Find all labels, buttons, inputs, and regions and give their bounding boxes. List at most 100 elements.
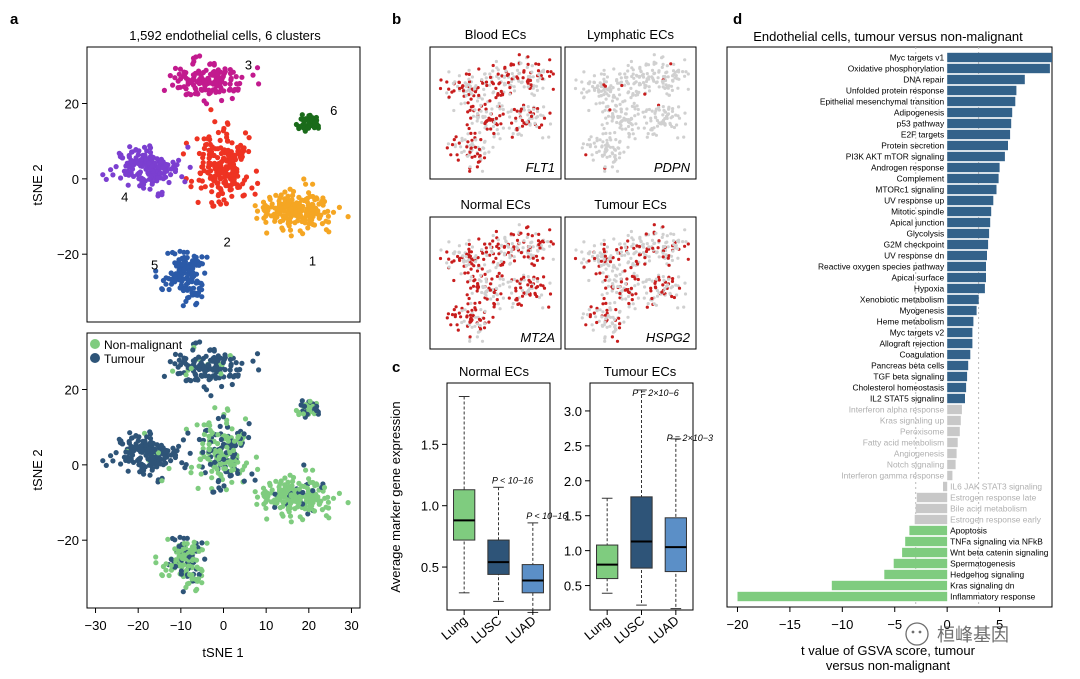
feature-tile-title: Lymphatic ECs — [587, 27, 674, 42]
tsne-point — [196, 463, 202, 469]
feature-point — [654, 116, 658, 120]
tsne-point — [280, 503, 286, 509]
gsva-x-axis: −20 −15 −10 −5 0 5 — [726, 607, 1003, 632]
feature-point — [526, 85, 530, 89]
tsne-point — [200, 155, 206, 161]
feature-point — [626, 239, 630, 243]
tsne-point — [229, 193, 235, 199]
tsne-point — [195, 91, 201, 97]
feature-point — [672, 125, 677, 130]
gsva-bar — [947, 316, 974, 327]
tsne-bottom-xlabel: tSNE 1 — [202, 645, 243, 660]
feature-point — [540, 247, 545, 251]
feature-point — [478, 157, 483, 161]
feature-point — [498, 277, 502, 281]
feature-point — [603, 165, 607, 169]
feature-point — [676, 136, 680, 140]
feature-point — [509, 249, 514, 254]
gsva-bar-label: Inflammatory response — [950, 592, 1036, 602]
tsne-point — [157, 170, 163, 176]
feature-point — [465, 315, 469, 319]
feature-point — [477, 263, 481, 267]
feature-point — [657, 108, 661, 112]
tsne-point — [181, 276, 187, 282]
feature-point — [663, 244, 667, 249]
tsne-point — [301, 462, 307, 468]
feature-point — [589, 135, 593, 139]
tsne-point — [183, 372, 189, 378]
feature-point — [647, 89, 652, 93]
tsne-point — [306, 221, 312, 227]
feature-point — [616, 114, 620, 119]
feature-point — [601, 271, 605, 275]
feature-point — [464, 242, 468, 246]
x-tick-label: 0 — [944, 617, 951, 632]
feature-tile-gene: PDPN — [654, 160, 691, 175]
tsne-point — [330, 209, 337, 215]
tsne-point — [222, 180, 228, 186]
feature-point — [481, 284, 485, 289]
feature-point — [471, 284, 476, 288]
feature-point — [458, 86, 462, 91]
feature-point — [636, 277, 640, 282]
feature-point — [494, 256, 498, 260]
tsne-point — [314, 408, 320, 414]
feature-point — [446, 312, 450, 316]
tsne-point — [194, 278, 200, 284]
feature-point — [512, 75, 516, 79]
gsva-bar-label: Coagulation — [899, 350, 944, 360]
tsne-point — [229, 479, 235, 485]
feature-point — [650, 68, 655, 72]
p-value-annotation: P = 2×10−3 — [667, 433, 713, 443]
feature-point — [582, 240, 586, 244]
tsne-point — [246, 434, 252, 441]
tsne-point — [215, 432, 221, 438]
feature-point — [623, 118, 628, 122]
feature-point — [611, 322, 615, 326]
feature-point — [499, 292, 503, 296]
tsne-point — [336, 204, 342, 210]
tsne-point — [206, 441, 212, 447]
feature-point — [613, 301, 617, 305]
gsva-bar-label: p53 pathway — [897, 119, 945, 129]
gsva-bar-label: Bile acid metabolism — [950, 504, 1027, 514]
feature-point — [488, 72, 492, 76]
tsne-point — [126, 450, 132, 456]
tsne-point — [206, 433, 212, 439]
tsne-point — [173, 557, 179, 563]
feature-point — [633, 277, 637, 281]
feature-point — [520, 288, 525, 293]
feature-point — [476, 86, 480, 90]
tsne-point — [215, 67, 221, 73]
feature-point — [611, 152, 615, 156]
feature-point — [454, 135, 458, 139]
feature-point — [585, 313, 590, 317]
tsne-point — [231, 152, 238, 158]
feature-point — [549, 70, 553, 74]
tsne-point — [181, 553, 187, 559]
feature-point — [603, 339, 607, 343]
feature-point — [596, 254, 600, 258]
tsne-point — [188, 365, 194, 371]
tsne-point — [228, 75, 234, 81]
feature-point — [638, 65, 642, 69]
legend-label: Tumour — [104, 352, 145, 366]
feature-point — [627, 305, 631, 309]
tsne-point — [326, 229, 332, 235]
feature-point — [632, 252, 636, 256]
box-body-luad — [664, 517, 687, 573]
feature-point — [584, 153, 588, 157]
tsne-point — [194, 564, 200, 570]
feature-point — [634, 292, 638, 296]
feature-point — [503, 65, 507, 69]
feature-point — [468, 339, 472, 343]
y-tick-label: 1.0 — [564, 544, 582, 559]
box-body-lung — [596, 544, 619, 580]
tsne-point — [207, 90, 213, 96]
tsne-point — [273, 214, 279, 220]
feature-point — [477, 67, 481, 71]
tsne-point — [225, 152, 231, 158]
tsne-point — [256, 81, 262, 87]
